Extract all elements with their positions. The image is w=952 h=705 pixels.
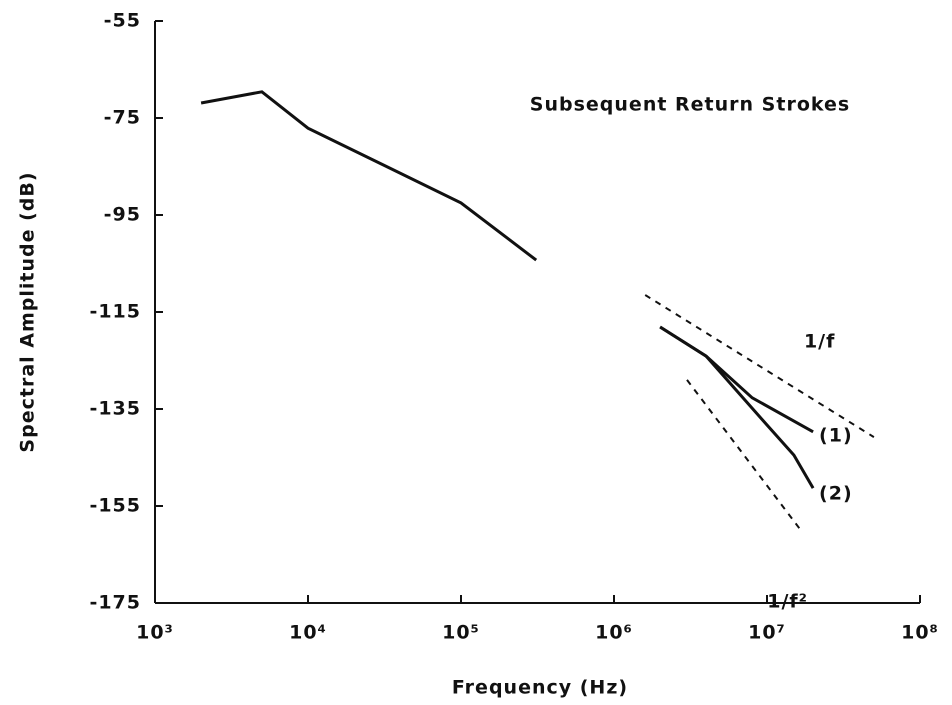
y-tick-label: -75: [104, 107, 141, 129]
series-label: (1): [819, 424, 853, 446]
series-line: [200, 90, 538, 262]
y-tick-label: -135: [89, 398, 141, 420]
x-tick-label: 10⁵: [442, 622, 480, 644]
x-tick-label: 10³: [136, 622, 174, 644]
series-line: [644, 294, 875, 438]
y-tick-label: -155: [89, 495, 141, 517]
series-label: 1/f²: [767, 591, 808, 613]
series-line: [659, 325, 815, 489]
series-line: [686, 379, 804, 533]
series-label: (2): [819, 483, 853, 505]
x-tick-label: 10⁶: [595, 622, 633, 644]
annotation: Subsequent Return Strokes: [530, 94, 850, 116]
y-tick-label: -175: [89, 592, 141, 614]
y-tick-label: -115: [89, 301, 141, 323]
x-tick-label: 10⁸: [901, 622, 939, 644]
x-tick-label: 10⁴: [289, 622, 327, 644]
series-label: 1/f: [804, 331, 835, 353]
x-axis-label: Frequency (Hz): [452, 677, 628, 699]
x-tick-label: 10⁷: [748, 622, 786, 644]
y-axis-label: Spectral Amplitude (dB): [17, 171, 39, 452]
y-tick-label: -55: [104, 10, 141, 32]
y-tick-label: -95: [104, 204, 141, 226]
